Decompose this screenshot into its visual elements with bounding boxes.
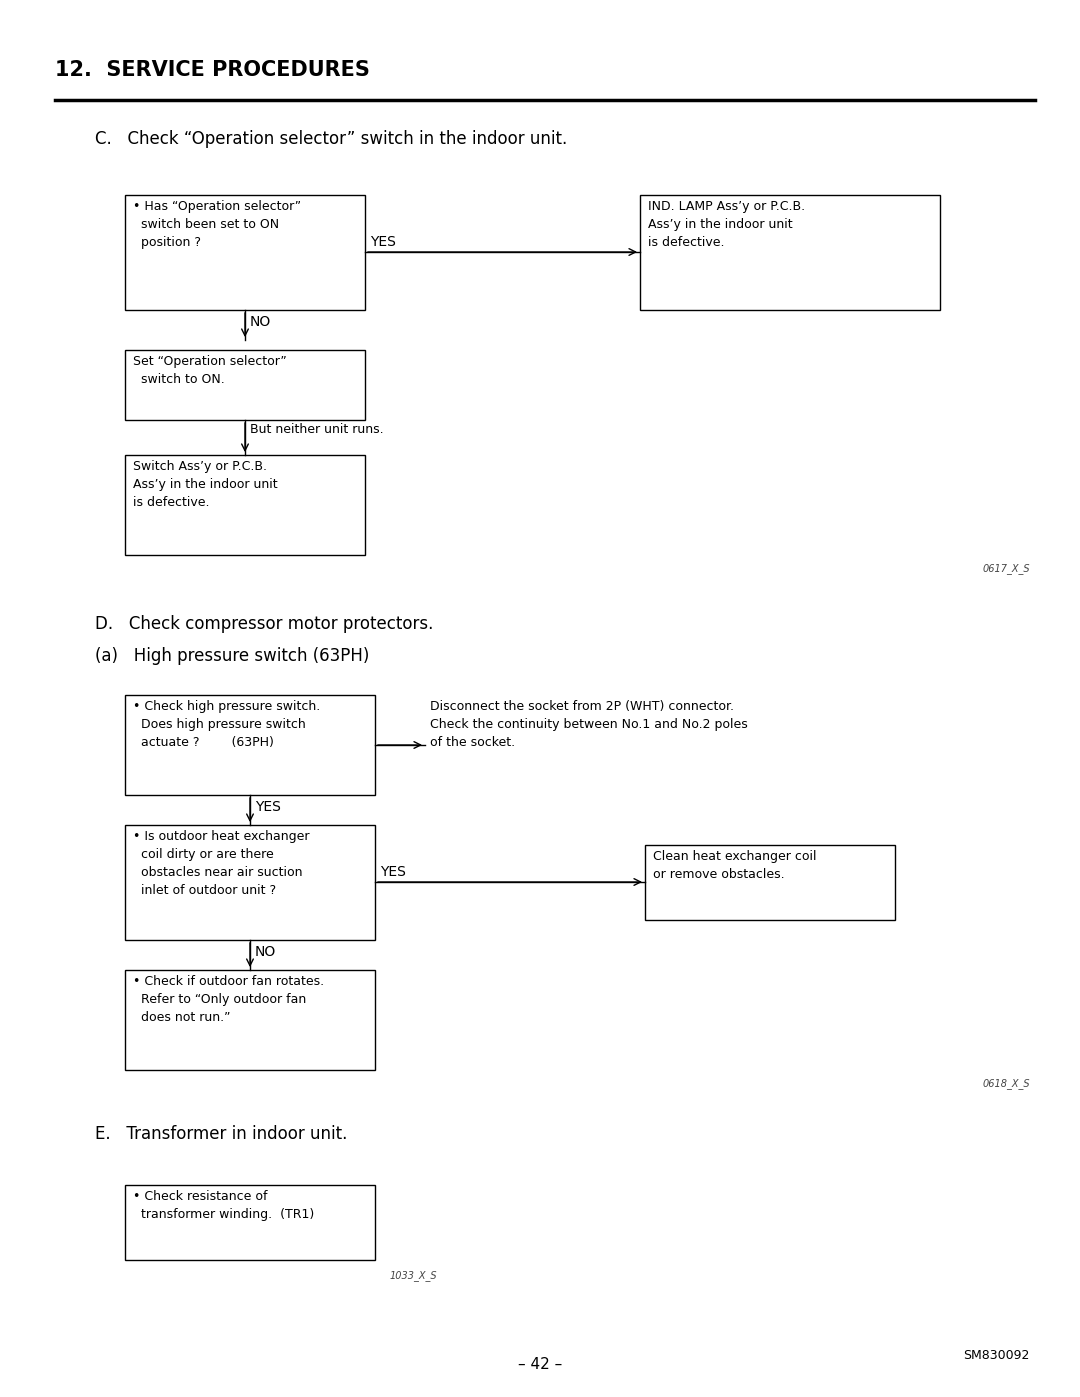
Text: • Check if outdoor fan rotates.
  Refer to “Only outdoor fan
  does not run.”: • Check if outdoor fan rotates. Refer to…: [133, 975, 324, 1024]
Text: Set “Operation selector”
  switch to ON.: Set “Operation selector” switch to ON.: [133, 355, 287, 386]
Text: • Check resistance of
  transformer winding.  (TR1): • Check resistance of transformer windin…: [133, 1190, 314, 1221]
Text: YES: YES: [370, 235, 396, 249]
Text: YES: YES: [255, 800, 281, 814]
Text: IND. LAMP Ass’y or P.C.B.
Ass’y in the indoor unit
is defective.: IND. LAMP Ass’y or P.C.B. Ass’y in the i…: [648, 200, 805, 249]
Text: – 42 –: – 42 –: [518, 1356, 562, 1372]
Text: NO: NO: [249, 314, 271, 330]
Text: E.   Transformer in indoor unit.: E. Transformer in indoor unit.: [95, 1125, 348, 1143]
Text: Disconnect the socket from 2P (WHT) connector.
Check the continuity between No.1: Disconnect the socket from 2P (WHT) conn…: [430, 700, 747, 749]
Text: 1033_X_S: 1033_X_S: [390, 1270, 437, 1281]
Text: • Check high pressure switch.
  Does high pressure switch
  actuate ?        (63: • Check high pressure switch. Does high …: [133, 700, 321, 749]
Bar: [125, 455, 365, 555]
Text: 0617_X_S: 0617_X_S: [983, 563, 1030, 574]
Bar: [125, 196, 365, 310]
Text: • Is outdoor heat exchanger
  coil dirty or are there
  obstacles near air sucti: • Is outdoor heat exchanger coil dirty o…: [133, 830, 310, 897]
Bar: [640, 196, 940, 310]
Bar: [125, 970, 375, 1070]
Text: NO: NO: [255, 944, 276, 958]
Bar: [125, 694, 375, 795]
Text: (a)   High pressure switch (63PH): (a) High pressure switch (63PH): [95, 647, 369, 665]
Text: 12.  SERVICE PROCEDURES: 12. SERVICE PROCEDURES: [55, 60, 369, 80]
Text: Switch Ass’y or P.C.B.
Ass’y in the indoor unit
is defective.: Switch Ass’y or P.C.B. Ass’y in the indo…: [133, 460, 278, 509]
Text: 0618_X_S: 0618_X_S: [983, 1078, 1030, 1088]
Text: But neither unit runs.: But neither unit runs.: [249, 423, 383, 436]
Bar: [125, 826, 375, 940]
Text: C.   Check “Operation selector” switch in the indoor unit.: C. Check “Operation selector” switch in …: [95, 130, 567, 148]
Bar: [645, 845, 895, 921]
Text: SM830092: SM830092: [963, 1350, 1030, 1362]
Bar: [125, 1185, 375, 1260]
Text: D.   Check compressor motor protectors.: D. Check compressor motor protectors.: [95, 615, 433, 633]
Text: Clean heat exchanger coil
or remove obstacles.: Clean heat exchanger coil or remove obst…: [653, 849, 816, 882]
Text: YES: YES: [380, 865, 406, 879]
Text: • Has “Operation selector”
  switch been set to ON
  position ?: • Has “Operation selector” switch been s…: [133, 200, 301, 249]
Bar: [125, 351, 365, 420]
